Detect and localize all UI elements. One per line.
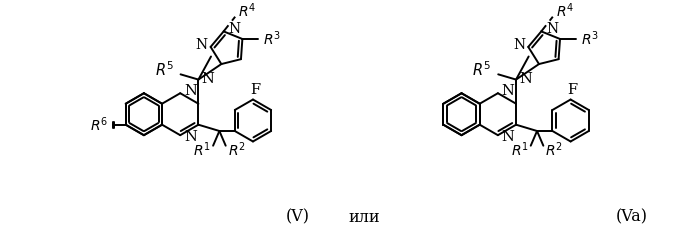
Text: F: F: [250, 83, 260, 97]
Text: $R^5$: $R^5$: [473, 60, 491, 79]
Text: $R^2$: $R^2$: [228, 140, 245, 159]
Text: $R^3$: $R^3$: [581, 30, 599, 48]
Text: N: N: [502, 130, 514, 144]
Text: или: или: [349, 209, 380, 226]
Text: N: N: [184, 84, 197, 98]
Text: N: N: [546, 22, 559, 37]
Text: $R^6$: $R^6$: [90, 115, 108, 134]
Text: $R^4$: $R^4$: [556, 2, 574, 20]
Text: $R^3$: $R^3$: [264, 30, 281, 48]
Text: N: N: [196, 38, 208, 52]
Text: N: N: [513, 38, 526, 52]
Text: $R^1$: $R^1$: [511, 140, 529, 159]
Text: N: N: [229, 22, 240, 37]
Text: $R^1$: $R^1$: [194, 140, 211, 159]
Text: N: N: [502, 84, 514, 98]
Text: N: N: [201, 72, 214, 86]
Text: $R^5$: $R^5$: [154, 60, 173, 79]
Text: N: N: [519, 72, 532, 86]
Text: (V): (V): [285, 209, 310, 226]
Text: F: F: [568, 83, 577, 97]
Text: $R^2$: $R^2$: [545, 140, 563, 159]
Text: $R^4$: $R^4$: [238, 2, 257, 20]
Text: (Va): (Va): [615, 209, 647, 226]
Text: N: N: [184, 130, 197, 144]
